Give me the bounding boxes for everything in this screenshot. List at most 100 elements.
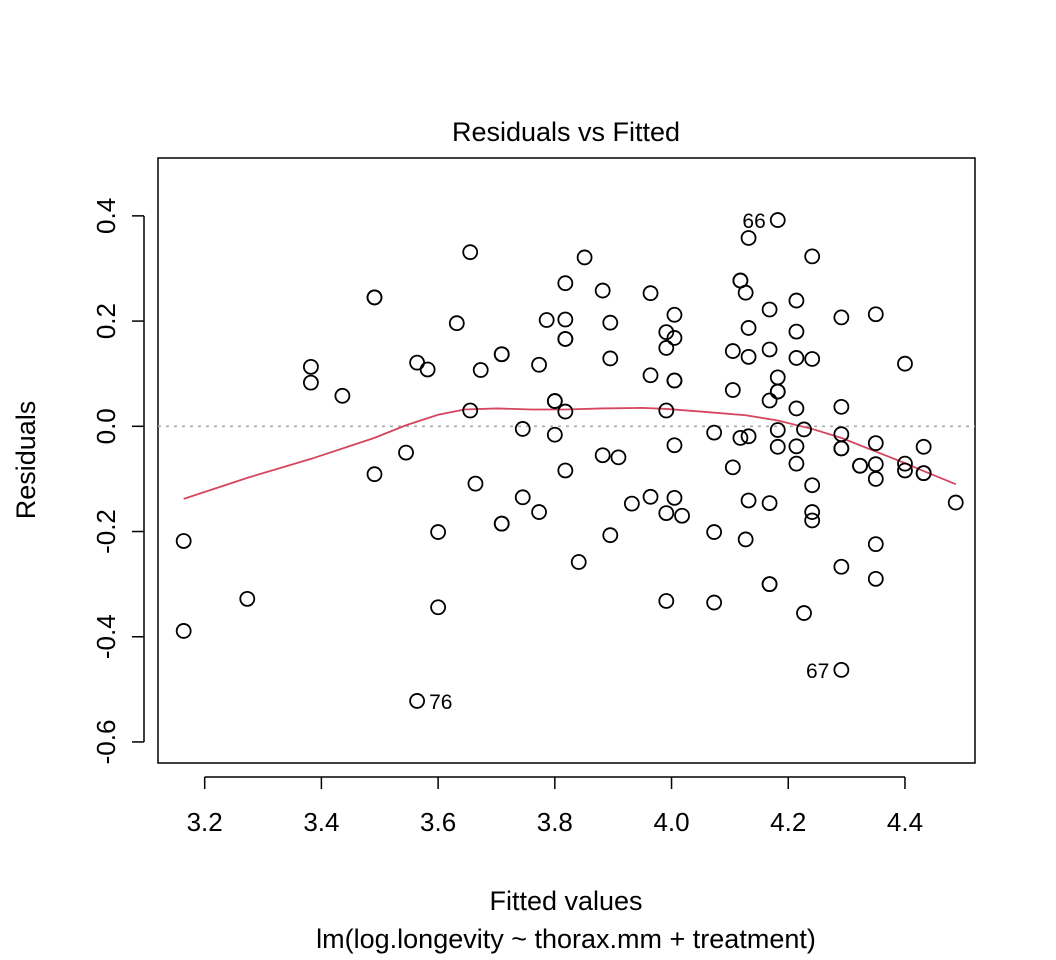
data-point [897,455,913,472]
data-point [302,374,319,391]
y-tick-label: 0.4 [91,198,121,234]
data-point [833,558,850,575]
data-point [430,524,447,540]
data-point [740,428,757,445]
data-point [833,661,850,678]
data-point [175,533,192,549]
x-tick-label: 3.8 [537,807,573,837]
data-point [666,330,683,346]
data-point [493,515,510,532]
data-point [897,462,913,479]
data-point [706,424,723,441]
data-point [594,282,611,299]
data-point [239,590,256,607]
data-point [947,494,964,511]
data-point [796,421,812,438]
data-point [602,314,619,331]
data-point [398,444,414,461]
data-point [576,249,593,266]
data-point [796,605,812,621]
data-point [788,292,805,309]
data-point [658,402,675,419]
data-point [769,422,786,438]
data-point [531,356,547,373]
data-point [833,426,850,443]
data-point [602,350,619,367]
data-point [514,489,531,506]
data-point [658,505,675,522]
data-point [546,393,563,409]
data-point [557,275,574,292]
data-point [867,456,884,473]
data-point [788,455,805,472]
data-point [366,289,383,306]
data-point [769,369,786,386]
data-point [804,504,821,520]
data-point [867,435,884,452]
x-tick-label: 3.2 [187,807,223,837]
data-point [897,355,913,372]
data-point [740,348,757,365]
data-point [737,284,754,301]
data-point [642,488,659,505]
data-point [833,440,850,457]
y-tick-label: -0.6 [91,720,121,765]
data-point [448,315,465,332]
data-point [602,527,619,544]
data-point [674,507,690,524]
y-axis: -0.6 -0.4 -0.2 0.0 0.2 0.4 [91,198,145,765]
outlier-label: 67 [806,660,829,683]
data-point [804,248,821,265]
data-point [724,343,741,359]
data-point [546,426,563,443]
data-point [740,492,757,509]
data-point [642,285,659,302]
data-point [788,438,805,455]
data-point [557,403,574,420]
data-point [788,400,805,417]
data-point [724,459,741,476]
data-point [761,576,778,593]
y-tick-label: 0.2 [91,303,121,339]
chart-title: Residuals vs Fitted [452,117,680,147]
data-point [538,312,555,328]
data-point [788,350,805,366]
data-point [769,438,786,455]
x-tick-label: 4.0 [653,807,689,837]
scatter-points [175,212,964,709]
data-point [915,465,932,482]
data-point [594,447,611,464]
y-axis-label: Residuals [11,401,41,520]
data-point [557,311,574,328]
point-labels: 66 76 67 [429,210,829,714]
data-point [867,536,884,553]
data-point [740,320,757,336]
data-point [852,457,868,474]
data-point [557,331,574,347]
data-point [666,489,683,506]
data-point [658,593,675,609]
data-point [462,402,479,419]
x-tick-label: 4.4 [887,807,923,837]
data-point [706,594,723,611]
data-point [557,462,574,479]
x-tick-label: 3.4 [303,807,339,837]
data-point [642,367,659,384]
data-point [409,693,426,709]
plot-frame [157,157,976,764]
x-axis-subtitle: lm(log.longevity ~ thorax.mm + treatment… [316,924,816,954]
data-point [570,554,587,570]
data-point [737,531,754,548]
data-point [769,383,786,400]
data-point [761,495,778,512]
data-point [472,362,489,378]
x-axis-label: Fitted values [489,886,642,916]
data-point [302,358,319,375]
data-point [666,306,683,323]
outlier-label: 66 [742,210,765,233]
data-point [623,495,640,512]
y-tick-label: -0.2 [91,509,121,554]
data-point [724,382,741,398]
data-point [467,475,484,492]
data-point [915,438,932,455]
